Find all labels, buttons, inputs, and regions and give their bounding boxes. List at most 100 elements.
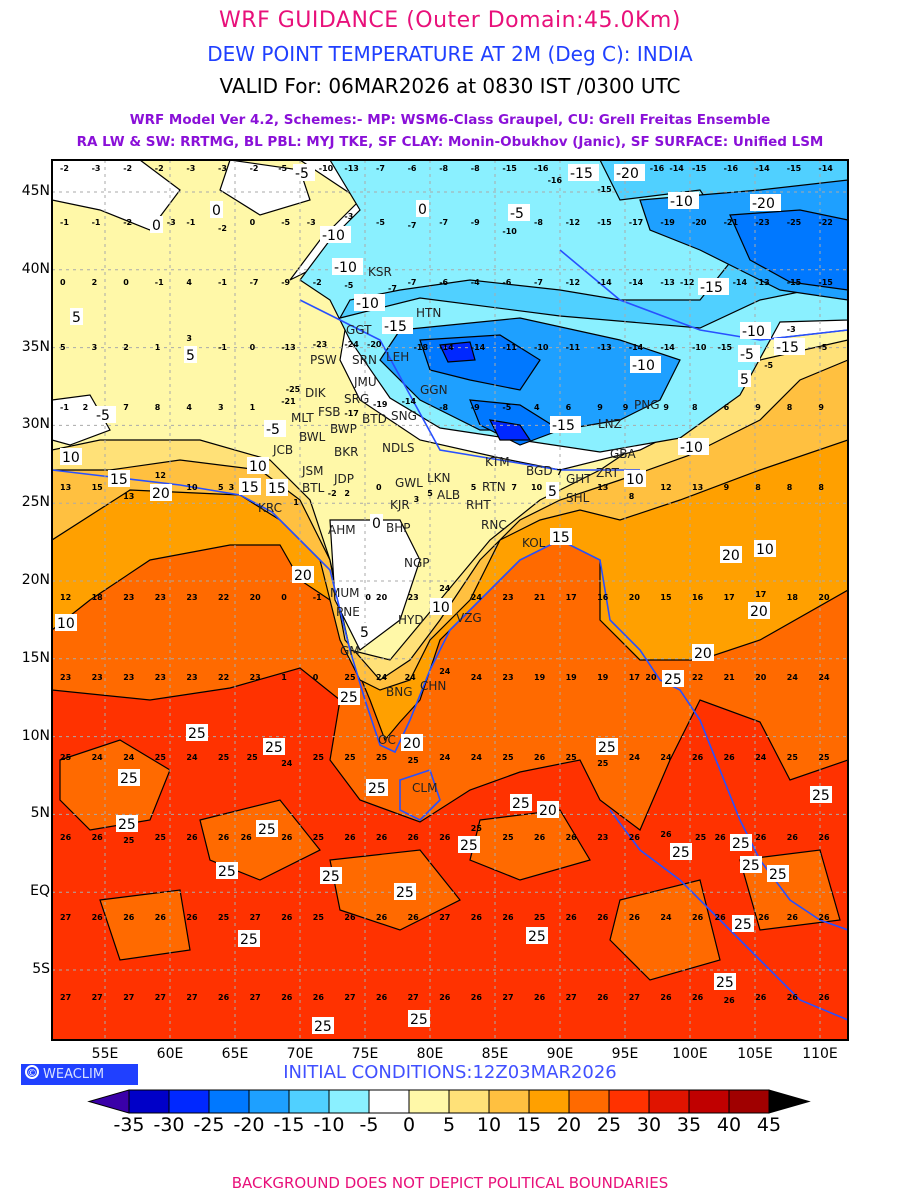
contour-label: -5 [508,204,530,222]
svg-text:25: 25 [460,838,478,854]
grid-value: -15 [718,343,733,352]
grid-value: 9 [663,403,669,412]
grid-value: 10 [186,483,198,492]
grid-value: 26 [502,913,514,922]
grid-value: 9 [818,403,824,412]
grid-value: 26 [597,913,609,922]
grid-value: 19 [566,673,578,682]
svg-text:15: 15 [241,480,259,496]
contour-label: 20 [401,734,423,752]
grid-value: -17 [344,409,358,418]
colorbar-label: 15 [516,1114,542,1136]
grid-value: 26 [376,913,388,922]
contour-label: -15 [698,278,729,296]
grid-value: -15 [597,185,612,194]
contour-label: 25 [118,769,140,787]
grid-value: 2 [83,403,89,412]
grid-value: 26 [692,993,704,1002]
grid-value: 26 [218,833,230,842]
grid-value: -5 [344,281,353,290]
grid-value: 3 [92,343,98,352]
grid-value: 26 [715,913,727,922]
longitude-label: 70E [286,1046,314,1062]
grid-value: 23 [597,833,608,842]
grid-value: 25 [247,753,259,762]
longitude-label: 80E [416,1046,444,1062]
grid-value: 0 [313,673,319,682]
grid-value: 25 [60,753,72,762]
station-label: FSB [318,405,341,419]
grid-value: -3 [344,212,353,221]
grid-value: 7 [511,483,517,492]
grid-value: 1 [293,498,299,507]
svg-text:25: 25 [732,836,750,852]
grid-value: 0 [250,343,256,352]
grid-value: 26 [724,753,736,762]
contour-label: -15 [568,164,599,182]
svg-text:20: 20 [403,736,421,752]
grid-value: 7 [557,468,563,477]
colorbar-label: 35 [676,1114,702,1136]
contour-label: -15 [382,317,413,335]
grid-value: 2 [92,278,98,287]
grid-value: 25 [534,913,546,922]
latitude-label: 5N [30,805,50,822]
grid-value: 20 [645,673,657,682]
contour-label: -5 [293,164,315,182]
contour-label: 20 [748,602,770,620]
grid-value: 7 [123,403,129,412]
contour-label: 25 [263,738,285,756]
svg-text:20: 20 [694,646,712,662]
grid-value: 26 [692,913,704,922]
grid-value: 18 [787,593,799,602]
grid-value: 26 [281,833,293,842]
grid-value: 25 [155,833,167,842]
grid-value: 26 [597,993,609,1002]
svg-text:25: 25 [218,864,236,880]
grid-value: 17 [629,673,640,682]
grid-value: 12 [660,483,671,492]
grid-value: 26 [715,833,727,842]
grid-value: 26 [534,753,546,762]
grid-value: 26 [534,833,546,842]
contour-label: 10 [247,457,269,475]
station-label: BTD [362,412,387,426]
grid-value: 15 [92,483,104,492]
grid-value: -7 [439,218,448,227]
grid-value: 26 [629,913,641,922]
station-label: SNG [391,409,417,423]
grid-value: -3 [307,218,316,227]
svg-text:20: 20 [294,568,312,584]
grid-value: 27 [502,993,513,1002]
grid-value: 25 [502,753,514,762]
grid-value: -9 [471,218,480,227]
grid-value: 25 [408,756,420,765]
grid-value: -14 [755,164,770,173]
grid-value: 26 [755,833,767,842]
model-info-line-2: RA LW & SW: RRTMG, BL PBL: MYJ TKE, SF C… [76,134,824,150]
contour-label: -10 [630,356,661,374]
grid-value: -3 [787,325,796,334]
svg-text:25: 25 [769,867,787,883]
grid-value: -8 [439,164,448,173]
grid-value: -1 [155,278,164,287]
grid-value: 26 [755,993,767,1002]
grid-value: -15 [818,278,833,287]
svg-text:-5: -5 [740,347,754,363]
station-label: GWL [395,476,423,490]
grid-value: -14 [439,343,454,352]
grid-value: 26 [439,833,451,842]
grid-value: 3 [229,483,235,492]
grid-value: 23 [155,593,166,602]
grid-value: -23 [313,340,327,349]
grid-value: -4 [471,278,480,287]
grid-value: -2 [155,164,164,173]
station-label: BWP [330,422,357,436]
grid-value: 26 [155,913,167,922]
grid-value: -19 [660,218,675,227]
grid-value: 10 [531,483,543,492]
longitude-label: 60E [156,1046,184,1062]
grid-value: 0 [123,278,129,287]
grid-value: 27 [408,993,419,1002]
grid-value: 5 [218,483,224,492]
